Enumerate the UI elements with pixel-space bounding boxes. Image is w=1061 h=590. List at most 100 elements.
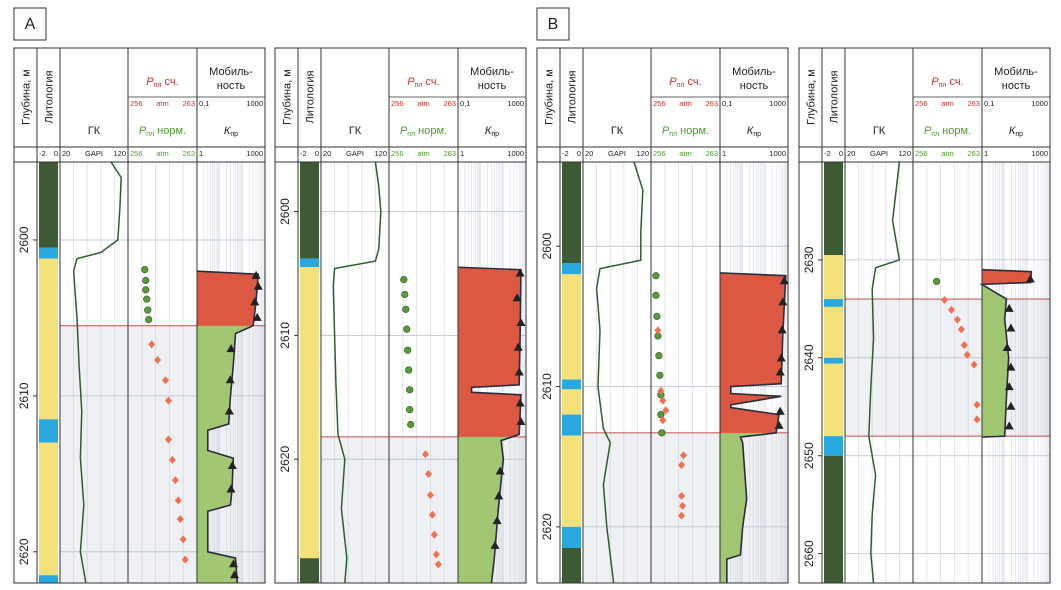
column-title: ГК	[873, 125, 886, 137]
p-calc-point	[960, 341, 968, 350]
scale-max: 263	[443, 99, 456, 108]
p-norm-point	[933, 277, 941, 286]
p-calc-point	[428, 510, 436, 519]
p-calc-point	[678, 511, 686, 520]
mobility-point	[225, 375, 235, 384]
mobility-point	[226, 484, 236, 493]
lithology-layer	[824, 255, 843, 300]
mobility-point	[774, 420, 784, 429]
lithology-layer	[300, 258, 319, 268]
scale-max: 1000	[1031, 149, 1048, 158]
p-calc-point	[957, 325, 965, 334]
p-calc-point	[154, 356, 162, 365]
scale-max: 0	[577, 149, 581, 158]
p-norm-point	[145, 315, 153, 324]
well-log-panel: 2600 2610 2620 Глубина, м Литология ГК Рпл сч.…	[274, 47, 527, 584]
y-tick-label: 2610	[540, 373, 554, 400]
p-calc-point	[432, 550, 440, 559]
scale-unit: atm	[156, 149, 169, 158]
y-tick-label: 2640	[802, 344, 816, 371]
y-tick-label: 2660	[802, 540, 816, 567]
mobility-point	[495, 466, 505, 475]
y-tick-label: 2650	[802, 442, 816, 469]
p-calc-point	[164, 396, 172, 405]
panel-label-box	[13, 7, 47, 41]
scale-unit: atm	[156, 99, 169, 108]
mobility-point	[515, 398, 525, 407]
gk-curve	[332, 161, 382, 584]
scale-min: 256	[653, 99, 666, 108]
lithology-layer	[300, 267, 319, 559]
column-title: ГК	[611, 125, 624, 137]
scale-unit: atm	[941, 149, 954, 158]
p-calc-point	[679, 501, 687, 510]
mobility-point	[224, 406, 234, 415]
p-calc-point	[164, 435, 172, 444]
highlight-interval	[844, 298, 1051, 437]
p-calc-point	[973, 400, 981, 409]
y-tick-label: 2610	[278, 322, 292, 349]
lithology-layer	[824, 436, 843, 456]
p-norm-point	[405, 366, 413, 374]
lithology-layer	[562, 547, 581, 583]
column-title: ность	[740, 80, 769, 92]
mobility-point	[1004, 421, 1014, 430]
panel-frame	[13, 47, 266, 584]
gk-curve	[72, 161, 122, 584]
p-norm-point	[401, 290, 409, 299]
mobility-point	[1025, 274, 1035, 283]
scale-unit: GAPI	[346, 149, 364, 158]
scale-min: 1	[199, 149, 203, 158]
y-tick-label: 2620	[540, 513, 554, 540]
p-norm-point	[652, 291, 660, 299]
scale-max: 263	[967, 99, 980, 108]
y-tick-label: 2600	[278, 198, 292, 225]
column-title: Литология	[828, 70, 840, 123]
mobility-point	[252, 312, 262, 321]
scale-max: 120	[374, 149, 387, 158]
p-calc-point	[678, 461, 686, 470]
title-part: Р	[400, 125, 408, 137]
mobility-point	[778, 297, 788, 306]
p-calc-point	[179, 535, 187, 544]
title-part: сч.	[422, 76, 439, 88]
p-norm-point	[404, 346, 412, 354]
lithology-layer	[562, 389, 581, 415]
mobility-point	[516, 317, 526, 326]
scale-max: 263	[182, 149, 195, 158]
column-title: Глубина, м	[20, 69, 32, 125]
scale-min: 0,1	[199, 99, 209, 108]
scale-unit: atm	[679, 99, 692, 108]
mobility-point	[514, 367, 524, 376]
mobility-point	[227, 461, 237, 470]
title-part: пл	[407, 131, 415, 138]
title-part: норм.	[677, 125, 709, 137]
scale-min: 1	[984, 149, 988, 158]
title-part: пр	[753, 131, 761, 138]
title-part: пр	[230, 131, 238, 138]
lithology-layer	[824, 455, 843, 583]
column-title: Кпр	[1009, 125, 1023, 138]
scale-max: 1000	[769, 99, 786, 108]
p-norm-point	[655, 352, 663, 360]
scale-max: 263	[705, 149, 718, 158]
title-part: пл	[415, 82, 423, 89]
scale-max: 120	[898, 149, 911, 158]
title-part: пр	[1015, 131, 1023, 138]
scale-min: 20	[323, 149, 331, 158]
p-calc-point	[680, 451, 688, 460]
mobility-point	[512, 293, 522, 302]
p-norm-point	[402, 305, 410, 313]
highlight-interval	[59, 325, 266, 584]
mobility-point	[250, 297, 260, 306]
scale-min: 256	[130, 149, 143, 158]
scale-min: 1	[460, 149, 464, 158]
mobility-point	[229, 570, 239, 579]
column-title: Мобиль-	[994, 66, 1038, 78]
p-norm-point	[142, 286, 150, 294]
y-tick-label: 2610	[17, 382, 31, 409]
mobility-point	[226, 344, 236, 353]
mobility-point	[1002, 343, 1012, 352]
scale-min: -2	[824, 149, 831, 158]
title-part: Р	[146, 76, 154, 88]
